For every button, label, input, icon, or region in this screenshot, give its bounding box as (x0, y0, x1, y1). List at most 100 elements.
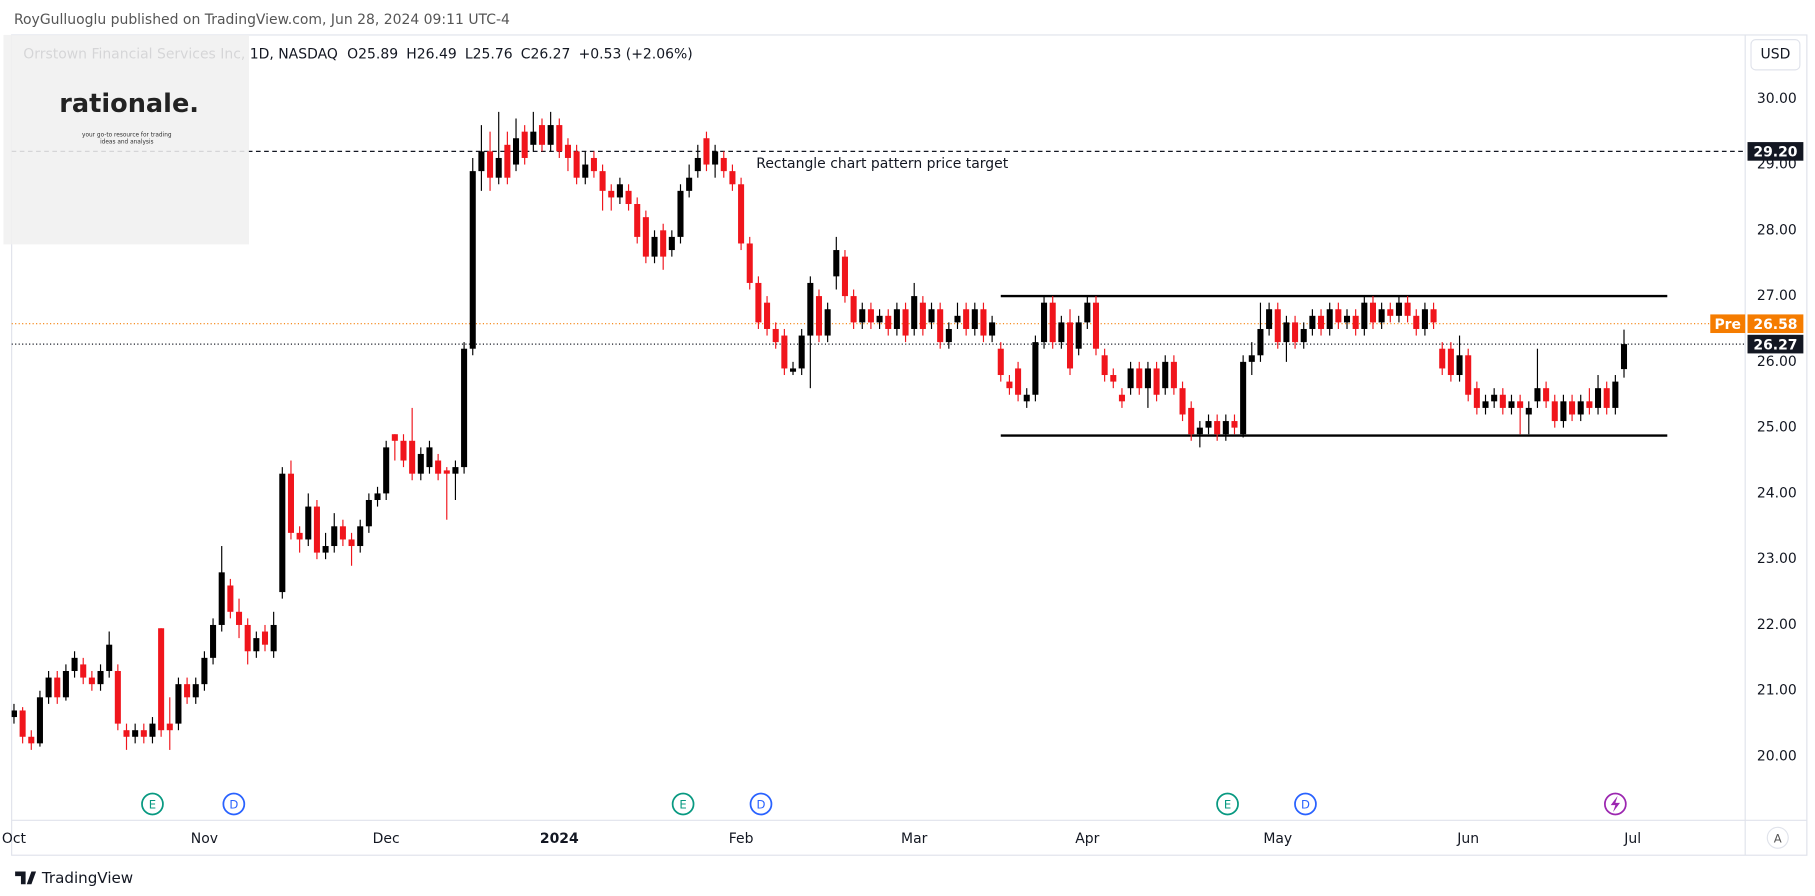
legend-ohlc-value: 26.27 (530, 47, 570, 63)
candle-body (1032, 342, 1039, 395)
candle-body (547, 125, 554, 145)
legend-ohlc-value: 25.76 (473, 47, 513, 63)
event-marker (1216, 792, 1239, 816)
candle-body (19, 710, 26, 737)
candle-body (244, 624, 251, 652)
legend-ohlc-value: 26.49 (417, 47, 457, 63)
legend-ohlc-label: H (406, 47, 417, 63)
candle-body (824, 309, 831, 336)
candle-body (227, 585, 234, 612)
auto-scale-label[interactable]: A (1774, 831, 1782, 845)
candle-body (192, 684, 199, 698)
candle-body (859, 309, 866, 323)
candle-body (1041, 302, 1048, 343)
candle-body (313, 506, 320, 553)
candle-body (1292, 322, 1299, 343)
candle-body (530, 131, 537, 145)
candle-body (833, 250, 840, 277)
brand-icon (15, 871, 37, 885)
currency[interactable]: USD (1761, 47, 1791, 63)
premarket-name-label: Pre (1714, 317, 1741, 333)
candle-body (1447, 348, 1454, 376)
candle-body (919, 302, 926, 329)
candle-body (409, 440, 416, 474)
candle-body (980, 309, 987, 336)
event-label: E (679, 798, 686, 812)
candle-body (893, 309, 900, 329)
candle-body (253, 638, 260, 652)
candle-body (1205, 421, 1212, 428)
candle-body (582, 164, 589, 178)
candle-body (1266, 309, 1273, 329)
candle-body (270, 624, 277, 652)
candle-body (1543, 388, 1550, 402)
event-marker (1294, 792, 1317, 816)
currency-button[interactable] (1750, 39, 1801, 71)
premarket-box (1747, 314, 1804, 334)
candle-body (201, 657, 208, 685)
logo: rationale. (59, 89, 199, 119)
candle-body (694, 157, 701, 172)
candle-body (391, 434, 398, 441)
auto-scale-button[interactable] (1766, 826, 1789, 849)
candle-body (1231, 421, 1238, 428)
candle-body (945, 328, 952, 343)
logo-tagline: ideas and analysis (100, 140, 154, 146)
candle-body (729, 171, 736, 185)
candle-body (435, 460, 442, 474)
y-tick-label: 22.00 (1757, 617, 1797, 633)
candle-body (1577, 401, 1584, 415)
x-tick-label: Apr (1075, 831, 1099, 847)
candle-body (937, 309, 944, 343)
candle-body (1300, 328, 1307, 343)
candle-body (1240, 361, 1247, 435)
legend-ohlc-value: 25.89 (358, 47, 398, 63)
candle-body (651, 236, 658, 257)
legend-change: +0.53 (+2.06%) (579, 47, 693, 63)
candle-body (1534, 388, 1541, 402)
candle-body (305, 506, 312, 540)
candle-body (1066, 322, 1074, 369)
candle-body (1525, 407, 1532, 415)
candle-body (123, 730, 130, 737)
y-tick-label: 25.00 (1757, 420, 1797, 436)
candle-body (1439, 348, 1446, 369)
target-label: 29.20 (1753, 145, 1797, 161)
logo-box (3, 34, 249, 245)
candle-body (1456, 355, 1463, 376)
candle-body (876, 315, 883, 323)
candle-body (885, 315, 892, 329)
candle-body (789, 368, 797, 372)
candle-body (339, 526, 346, 540)
candle-body (1569, 401, 1576, 415)
candle-body (1196, 427, 1203, 435)
candle-body (1075, 322, 1082, 349)
candle-body (1473, 388, 1480, 408)
candle-body (772, 328, 779, 343)
candle-body (426, 447, 433, 468)
target-annotation: Rectangle chart pattern price target (756, 156, 1008, 172)
candle-body (1560, 401, 1567, 422)
candle-body (1058, 322, 1065, 343)
candle-body (850, 296, 857, 323)
target-box (1747, 142, 1804, 161)
candle-body (1015, 368, 1022, 395)
candle-body (634, 204, 641, 237)
event-marker (141, 792, 164, 816)
candle-body (1318, 315, 1325, 329)
candle-body (1421, 309, 1428, 329)
candle-body (746, 243, 753, 283)
candle-body (1612, 381, 1619, 408)
brand: TradingView (41, 869, 133, 887)
candle-body (1369, 302, 1377, 323)
y-tick-label: 20.00 (1757, 749, 1797, 765)
candle-body (625, 190, 632, 205)
candle-body (166, 723, 173, 731)
candle-body (928, 309, 935, 323)
candle-body (1378, 309, 1385, 323)
candle-body (1482, 401, 1489, 408)
candle-body (1499, 394, 1506, 408)
candle-body (1430, 309, 1437, 323)
candle-body (1153, 368, 1160, 395)
candle-body (296, 532, 303, 540)
